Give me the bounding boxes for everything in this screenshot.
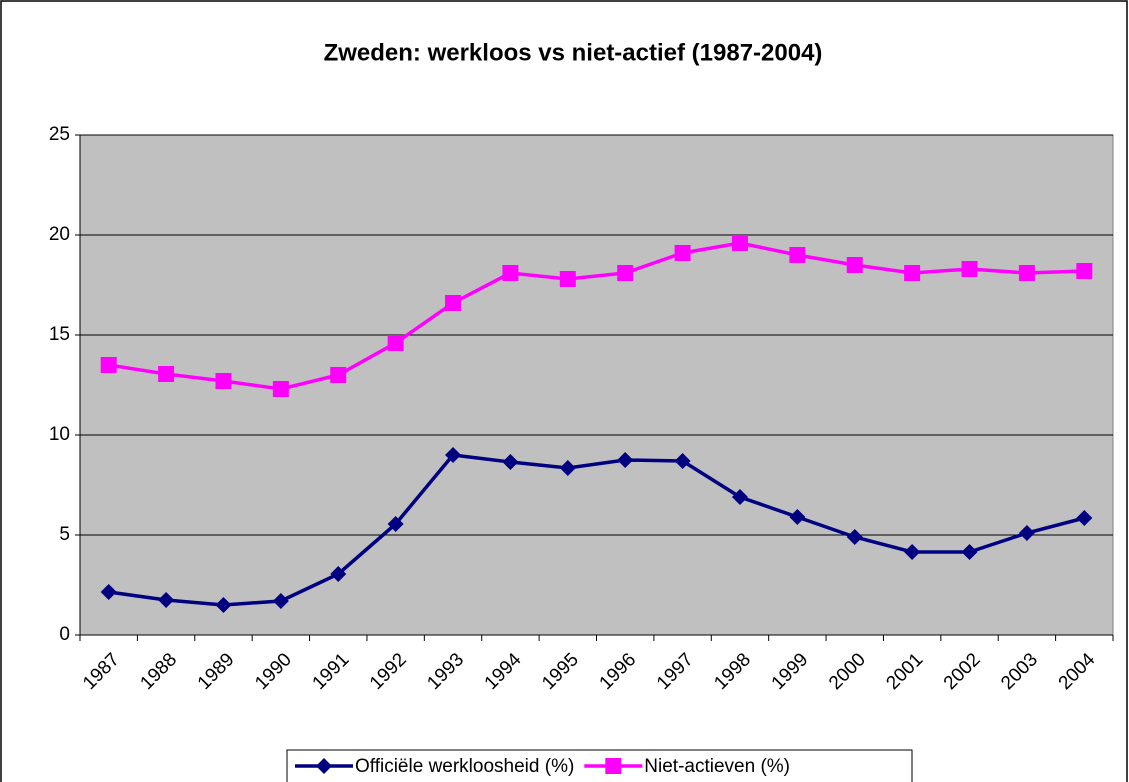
- marker: [1076, 510, 1093, 526]
- marker: [387, 516, 404, 532]
- marker: [272, 593, 289, 609]
- legend-label: Officiële werkloosheid (%): [355, 756, 574, 777]
- marker: [387, 335, 404, 351]
- series-line: [108, 241, 1085, 391]
- marker: [215, 597, 232, 613]
- marker: [445, 447, 462, 463]
- marker: [904, 544, 921, 560]
- marker: [272, 381, 289, 397]
- marker: [961, 544, 978, 560]
- marker: [961, 261, 978, 277]
- marker: [502, 265, 519, 281]
- legend-label: Niet-actieven (%): [644, 756, 790, 777]
- marker: [789, 247, 806, 263]
- marker: [502, 454, 519, 470]
- marker: [330, 367, 347, 383]
- y-tick-label: 5: [59, 524, 70, 545]
- marker: [731, 489, 748, 505]
- marker: [617, 452, 634, 468]
- marker: [1018, 265, 1035, 281]
- marker: [846, 529, 863, 545]
- marker: [674, 453, 691, 469]
- marker: [789, 509, 806, 525]
- marker: [731, 235, 748, 251]
- marker: [1076, 263, 1093, 279]
- marker: [559, 271, 576, 287]
- legend-marker: [605, 758, 622, 774]
- marker: [559, 460, 576, 476]
- marker: [100, 584, 117, 600]
- y-tick-label: 0: [59, 624, 70, 645]
- marker: [617, 265, 634, 281]
- y-tick-label: 20: [49, 224, 70, 245]
- legend-marker: [316, 758, 332, 774]
- marker: [904, 265, 921, 281]
- legend: Officiële werkloosheid (%) Niet-actieven …: [286, 749, 913, 782]
- marker: [1018, 525, 1035, 541]
- plot-area: [79, 134, 1114, 636]
- series-line: [108, 453, 1085, 607]
- marker: [158, 366, 175, 382]
- y-tick-label: 10: [49, 424, 70, 445]
- marker: [445, 295, 462, 311]
- marker: [330, 566, 347, 582]
- marker: [100, 357, 117, 373]
- marker: [674, 245, 691, 261]
- y-tick-label: 25: [49, 124, 70, 145]
- y-tick-label: 15: [49, 324, 70, 345]
- chart-title: Zweden: werkloos vs niet-actief (1987-20…: [324, 39, 823, 66]
- marker: [215, 373, 232, 389]
- marker: [846, 257, 863, 273]
- marker: [158, 592, 175, 608]
